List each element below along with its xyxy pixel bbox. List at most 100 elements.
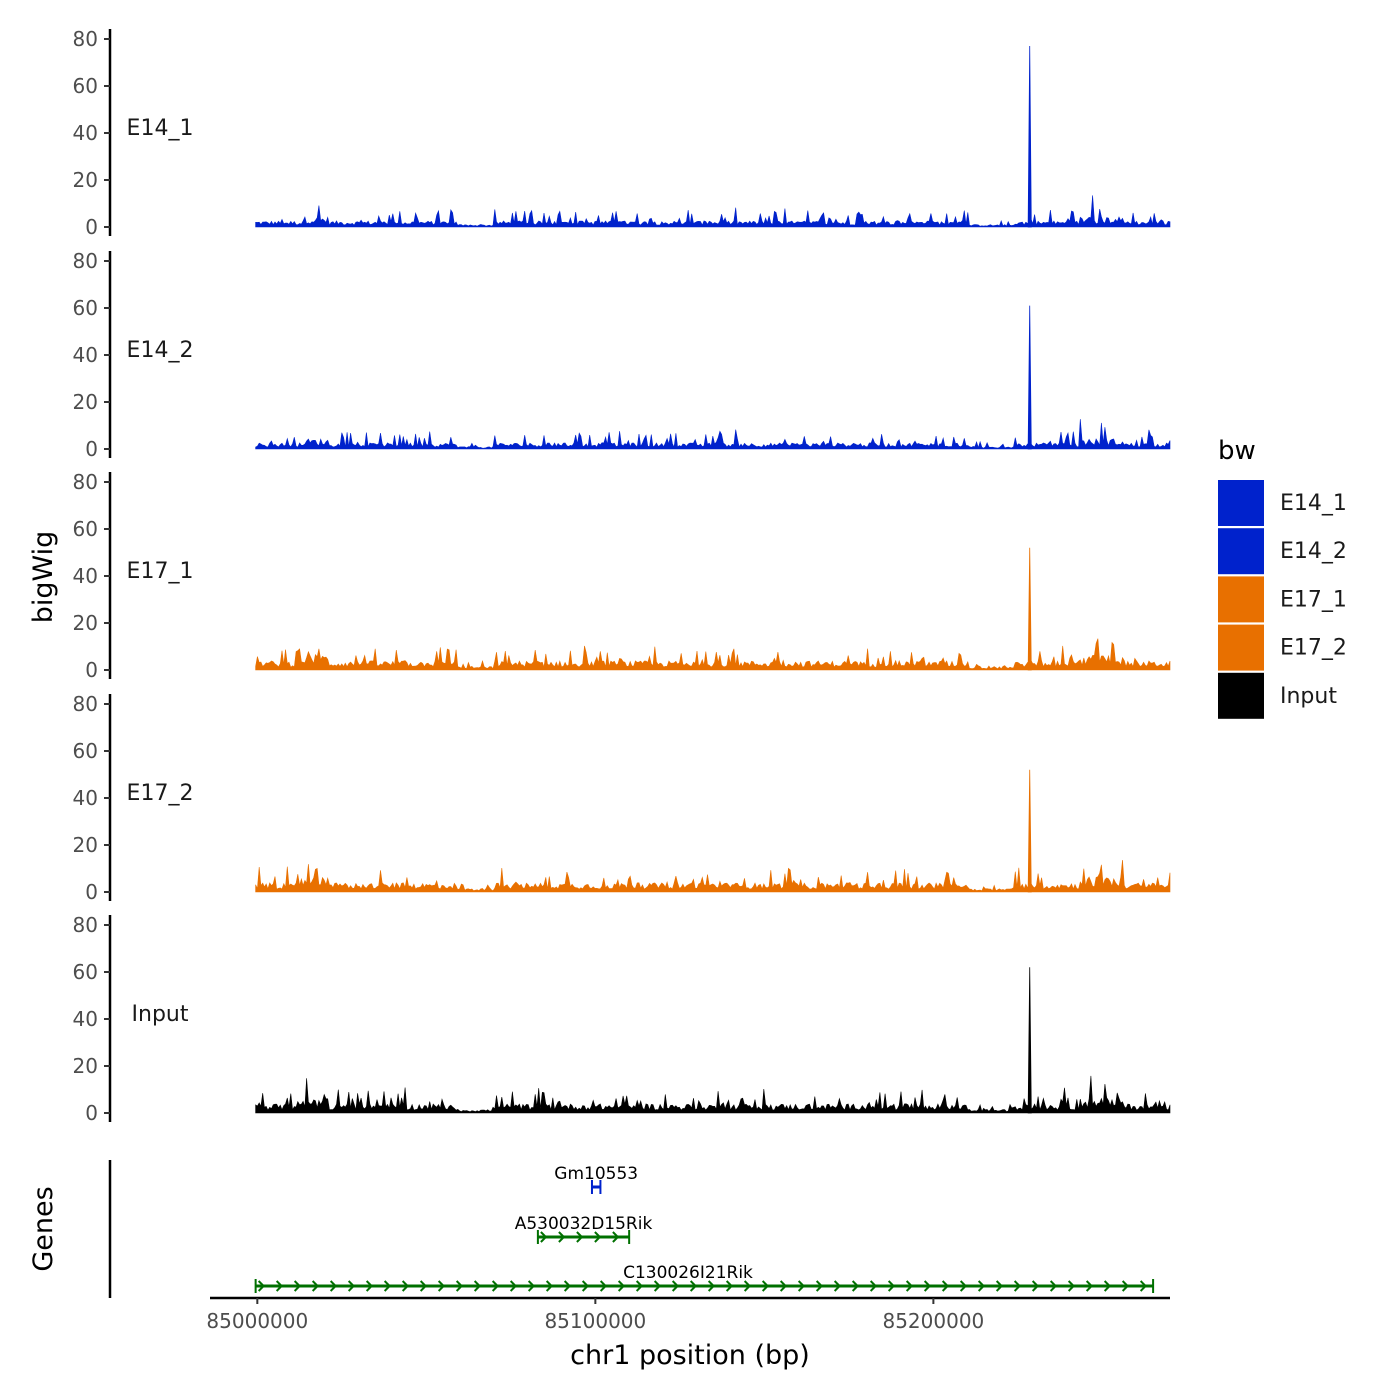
strand-arrow [599, 1280, 608, 1292]
y-tick-label: 0 [85, 880, 98, 904]
legend: bw E14_1 E14_2 E17_1 E17_2 Input [1218, 436, 1347, 719]
strand-arrow [455, 1280, 464, 1292]
strand-arrow [473, 1280, 482, 1292]
legend-swatch [1218, 528, 1264, 575]
strand-arrow [383, 1280, 392, 1292]
coverage-area [255, 638, 1171, 671]
strand-arrow [959, 1280, 968, 1292]
y-tick-label: 20 [73, 833, 98, 857]
strand-arrow [1067, 1280, 1076, 1292]
legend-item-E17_1: E17_1 [1218, 576, 1347, 623]
strand-arrow [545, 1280, 554, 1292]
strand-arrow [419, 1280, 428, 1292]
strand-arrow [365, 1280, 374, 1292]
legend-item-E14_1: E14_1 [1218, 480, 1347, 526]
y-tick-label: 80 [73, 692, 98, 716]
strand-arrow [743, 1280, 752, 1292]
legend-label: E17_2 [1280, 636, 1347, 661]
y-tick-label: 20 [73, 168, 98, 192]
track-E14_1: 0 20 40 60 80 E14_1 [73, 27, 1171, 239]
gene-Gm10553: Gm10553 [554, 1164, 638, 1194]
strand-arrow [437, 1280, 446, 1292]
coverage-tracks: 0 20 40 60 80 E14_1 0 20 40 60 80 E14_2 0 20 40 60 80 E17… [73, 27, 1171, 1125]
strand-arrow [635, 1280, 644, 1292]
track-Input: 0 20 40 60 80 Input [73, 913, 1171, 1125]
strand-arrow [1049, 1280, 1058, 1292]
y-tick-label: 0 [85, 658, 98, 682]
coverage-area [255, 859, 1171, 893]
strand-arrow [779, 1280, 788, 1292]
genes-track: Gm10553 A530032D15Rik C130026I21Rik [108, 1160, 1155, 1298]
strand-arrow [995, 1280, 1004, 1292]
y-tick-label: 80 [73, 913, 98, 937]
legend-label: Input [1280, 684, 1337, 709]
y-tick-label: 20 [73, 611, 98, 635]
strand-arrow [887, 1280, 896, 1292]
strand-arrow [1103, 1280, 1112, 1292]
y-tick-label: 60 [73, 296, 98, 320]
coverage-area [255, 195, 1171, 228]
strand-arrow [1031, 1280, 1040, 1292]
track-label: E17_2 [127, 781, 194, 806]
strand-arrow [347, 1280, 356, 1292]
y-tick-label: 20 [73, 1054, 98, 1078]
track-label: E17_1 [127, 559, 194, 584]
track-label: E14_1 [127, 116, 194, 141]
x-tick-label: 85200000 [882, 1309, 984, 1333]
genes-track-title: Genes [28, 1186, 59, 1271]
track-label: E14_2 [127, 338, 194, 363]
legend-item-E14_2: E14_2 [1218, 528, 1347, 575]
track-E14_2: 0 20 40 60 80 E14_2 [73, 249, 1171, 461]
strand-arrow [1139, 1280, 1148, 1292]
x-axis: 85000000 85100000 85200000 [206, 1296, 1170, 1333]
y-tick-label: 40 [73, 1007, 98, 1031]
y-tick-label: 0 [85, 1101, 98, 1125]
legend-swatch [1218, 576, 1264, 623]
x-axis-title: chr1 position (bp) [570, 1340, 810, 1371]
strand-arrow [540, 1231, 548, 1243]
strand-arrow [558, 1231, 566, 1243]
gene-label: Gm10553 [554, 1164, 638, 1184]
strand-arrow [509, 1280, 518, 1292]
y-tick-label: 40 [73, 121, 98, 145]
strand-arrow [671, 1280, 680, 1292]
strand-arrow [527, 1280, 536, 1292]
strand-arrow [293, 1280, 302, 1292]
strand-arrow [707, 1280, 716, 1292]
strand-arrow [617, 1280, 626, 1292]
strand-arrow [941, 1280, 950, 1292]
y-tick-label: 60 [73, 74, 98, 98]
strand-arrow [563, 1280, 572, 1292]
strand-arrow [653, 1280, 662, 1292]
legend-title: bw [1218, 436, 1256, 466]
coverage-peak [1027, 769, 1032, 893]
strand-arrow [689, 1280, 698, 1292]
y-tick-label: 60 [73, 960, 98, 984]
strand-arrow [581, 1280, 590, 1292]
x-tick-label: 85000000 [206, 1309, 308, 1333]
y-tick-label: 0 [85, 437, 98, 461]
coverage-peak [1027, 46, 1032, 228]
y-tick-label: 40 [73, 343, 98, 367]
track-E17_2: 0 20 40 60 80 E17_2 [73, 692, 1171, 904]
coverage-area [255, 419, 1171, 450]
strand-arrow [491, 1280, 500, 1292]
strand-arrow [401, 1280, 410, 1292]
strand-arrow [1121, 1280, 1130, 1292]
legend-item-Input: Input [1218, 672, 1337, 719]
gene-label: C130026I21Rik [623, 1263, 753, 1283]
legend-label: E14_1 [1280, 491, 1347, 516]
legend-swatch [1218, 624, 1264, 671]
gene-C130026I21Rik: C130026I21Rik [254, 1263, 1155, 1293]
y-tick-label: 40 [73, 564, 98, 588]
strand-arrow [725, 1280, 734, 1292]
y-tick-label: 40 [73, 786, 98, 810]
strand-arrow [869, 1280, 878, 1292]
gene-A530032D15Rik: A530032D15Rik [515, 1214, 653, 1244]
y-tick-label: 60 [73, 739, 98, 763]
strand-arrow [923, 1280, 932, 1292]
gene-label: A530032D15Rik [515, 1214, 653, 1234]
y-tick-label: 80 [73, 470, 98, 494]
y-axis-title: bigWig [28, 531, 59, 624]
